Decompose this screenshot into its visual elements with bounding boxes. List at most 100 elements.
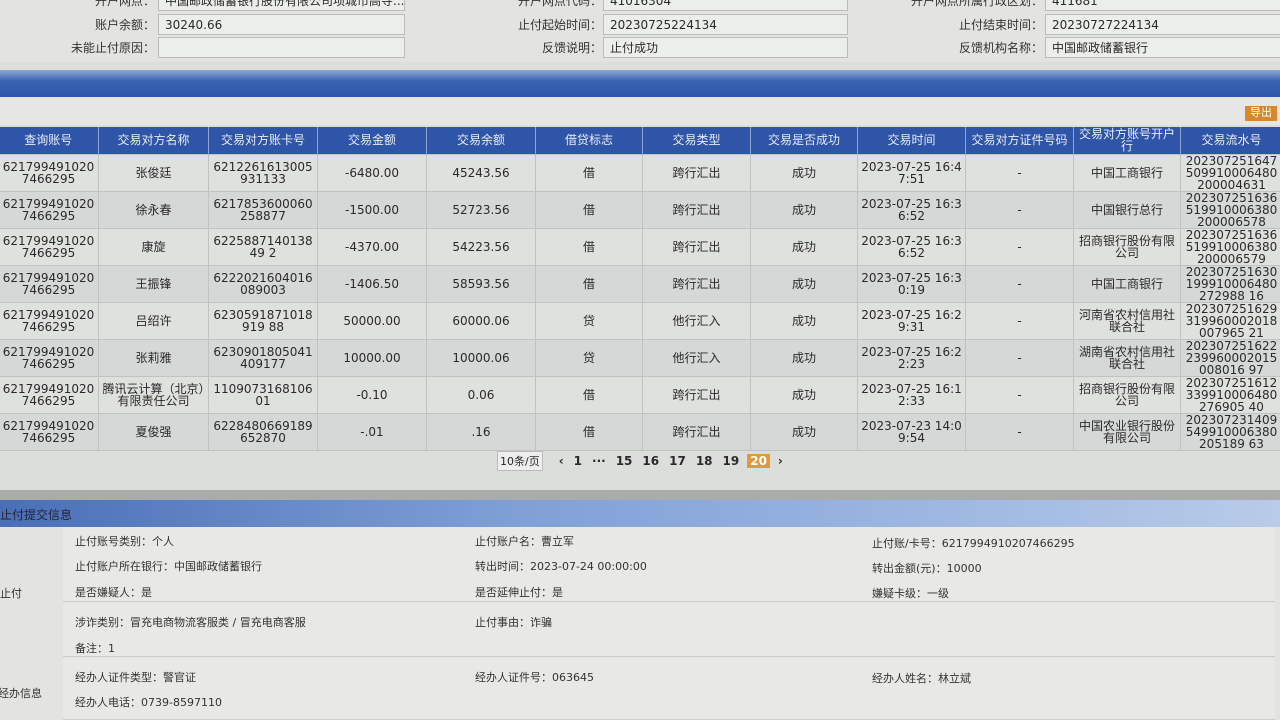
- table-cell: 跨行汇出: [642, 190, 751, 229]
- table-cell: 贷: [535, 301, 643, 340]
- table-cell: 6217994910207466295: [0, 153, 99, 192]
- column-header: 交易对方名称: [98, 127, 209, 154]
- stop-fail-reason: [158, 37, 405, 58]
- table-cell: 借: [535, 375, 643, 414]
- info-label: 开户网点：: [94, 0, 155, 8]
- prev-page-button[interactable]: ‹: [558, 454, 564, 468]
- table-cell: -: [965, 153, 1074, 192]
- table-cell: 成功: [750, 375, 858, 414]
- submit-info-panel: 止付 经办信息 止付账号类别：个人 止付账户名：曹立军 止付账/卡号：62179…: [0, 527, 1280, 720]
- stop-start-time: 20230725224134: [603, 14, 848, 35]
- table-cell: 202307251622239960002015008016 97: [1180, 338, 1280, 377]
- table-cell: 湖南省农村信用社联合社: [1073, 338, 1181, 377]
- table-cell: 52723.56: [426, 190, 536, 229]
- table-cell: -: [965, 301, 1074, 340]
- table-cell: 6217994910207466295: [0, 412, 99, 451]
- page-size-select[interactable]: 10条/页: [497, 451, 543, 471]
- table-cell: 张俊廷: [98, 153, 209, 192]
- table-cell: 202307251612339910006480276905 40: [1180, 375, 1280, 414]
- pagination: 10条/页 ‹ 1 ··· 15 16 17 18 19 20 ›: [497, 451, 785, 471]
- table-cell: -: [965, 264, 1074, 303]
- next-page-button[interactable]: ›: [777, 454, 783, 468]
- column-header: 交易对方账号开户行: [1073, 127, 1181, 154]
- table-cell: 中国农业银行股份有限公司: [1073, 412, 1181, 451]
- table-cell: 6217994910207466295: [0, 227, 99, 266]
- info-label: 开户网点所属行政区划：: [910, 0, 1043, 8]
- table-row[interactable]: 6217994910207466295 康旋 622588714013849 2 -4…: [0, 227, 1280, 266]
- stop-block-2: [63, 603, 1275, 657]
- page-16[interactable]: 16: [642, 454, 660, 468]
- table-cell: 202307231409549910006380205189 63: [1180, 412, 1280, 451]
- table-cell: -4370.00: [317, 227, 427, 266]
- info-label: 反馈机构名称：: [958, 41, 1043, 55]
- page-1[interactable]: 1: [573, 454, 583, 468]
- column-header: 交易金额: [317, 127, 427, 154]
- table-cell: 6230901805041409177: [208, 338, 318, 377]
- table-cell: 0.06: [426, 375, 536, 414]
- table-cell: 成功: [750, 338, 858, 377]
- table-cell: 6217994910207466295: [0, 301, 99, 340]
- table-cell: 54223.56: [426, 227, 536, 266]
- table-cell: 6217994910207466295: [0, 338, 99, 377]
- table-cell: 中国银行总行: [1073, 190, 1181, 229]
- acct-no: 止付账/卡号：6217994910207466295: [872, 537, 1075, 550]
- table-cell: 借: [535, 227, 643, 266]
- table-cell: 6228480669189652870: [208, 412, 318, 451]
- export-button[interactable]: 导出: [1245, 106, 1277, 121]
- page-15[interactable]: 15: [615, 454, 633, 468]
- handler-block: [63, 658, 1275, 720]
- table-cell: 成功: [750, 153, 858, 192]
- divider: [0, 490, 1280, 500]
- table-cell: -: [965, 338, 1074, 377]
- info-row: 未能止付原因： 反馈说明： 止付成功 反馈机构名称： 中国邮政储蓄银行: [0, 37, 1280, 59]
- table-cell: 6217853600060258877: [208, 190, 318, 229]
- table-cell: 202307251636519910006380200006578: [1180, 190, 1280, 229]
- table-cell: 6217994910207466295: [0, 264, 99, 303]
- table-row[interactable]: 6217994910207466295 王振锋 622202160401608900…: [0, 264, 1280, 303]
- page-19[interactable]: 19: [722, 454, 740, 468]
- table-cell: 贷: [535, 338, 643, 377]
- feedback-org: 中国邮政储蓄银行: [1045, 37, 1280, 58]
- acct-name: 止付账户名：曹立军: [475, 535, 574, 548]
- table-cell: 成功: [750, 227, 858, 266]
- table-cell: 腾讯云计算（北京）有限责任公司: [98, 375, 209, 414]
- table-cell: 6222021604016089003: [208, 264, 318, 303]
- table-row[interactable]: 6217994910207466295 徐永春 621785360006025887…: [0, 190, 1280, 229]
- table-row[interactable]: 6217994910207466295 腾讯云计算（北京）有限责任公司 110907…: [0, 375, 1280, 414]
- page-18[interactable]: 18: [695, 454, 713, 468]
- info-row: 账户余额： 30240.66 止付起始时间： 20230725224134 止付…: [0, 14, 1280, 36]
- account-balance: 30240.66: [158, 14, 405, 35]
- table-row[interactable]: 6217994910207466295 夏俊强 622848066918965287…: [0, 412, 1280, 451]
- table-cell: -: [965, 190, 1074, 229]
- table-cell: 6212261613005931133: [208, 153, 318, 192]
- table-cell: -1406.50: [317, 264, 427, 303]
- table-row[interactable]: 6217994910207466295 吕绍许 6230591871018919 8…: [0, 301, 1280, 340]
- info-label: 反馈说明：: [541, 41, 602, 55]
- table-cell: 2023-07-25 16:36:52: [857, 227, 966, 266]
- column-header: 交易对方证件号码: [965, 127, 1074, 154]
- extend: 是否延伸止付：是: [475, 586, 563, 599]
- info-row: 开户网点： 中国邮政储蓄银行股份有限公司项城市高寺... 开户网点代码： 410…: [0, 0, 1280, 12]
- table-cell: 夏俊强: [98, 412, 209, 451]
- info-value: 41016304: [603, 0, 848, 11]
- table-cell: 徐永春: [98, 190, 209, 229]
- page-17[interactable]: 17: [669, 454, 686, 468]
- remark: 备注：1: [75, 642, 115, 655]
- table-cell: 2023-07-25 16:29:31: [857, 301, 966, 340]
- column-header: 交易对方账卡号: [208, 127, 318, 154]
- table-cell: 2023-07-23 14:09:54: [857, 412, 966, 451]
- table-cell: 50000.00: [317, 301, 427, 340]
- table-cell: 跨行汇出: [642, 264, 751, 303]
- table-row[interactable]: 6217994910207466295 张莉雅 623090180504140917…: [0, 338, 1280, 377]
- table-cell: -0.10: [317, 375, 427, 414]
- table-cell: 10000.06: [426, 338, 536, 377]
- table-cell: 中国工商银行: [1073, 153, 1181, 192]
- table-cell: 张莉雅: [98, 338, 209, 377]
- table-cell: 6217994910207466295: [0, 190, 99, 229]
- table-toolbar: 导出: [0, 97, 1280, 125]
- table-row[interactable]: 6217994910207466295 张俊廷 621226161300593113…: [0, 153, 1280, 192]
- page-20[interactable]: 20: [747, 454, 770, 468]
- info-label: 未能止付原因：: [70, 41, 155, 55]
- level: 嫌疑卡级：一级: [872, 587, 949, 600]
- column-header: 交易余额: [426, 127, 536, 154]
